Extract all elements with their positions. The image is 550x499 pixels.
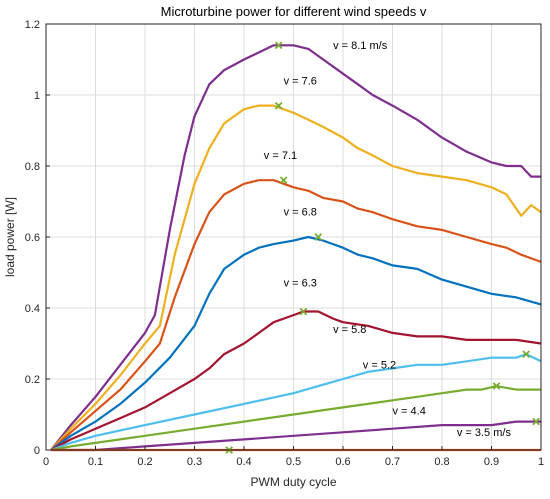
y-tick-label: 0.2 [25,374,40,386]
x-tick-label: 0.7 [385,456,400,468]
y-tick-label: 0.4 [25,303,40,315]
axis-ticks: 0 0.1 0.2 0.3 0.4 0.5 0.6 0.7 0.8 0.9 1 0 0.2 0.4 0.6 0… [25,19,544,468]
series-label-6: v = 5.2 [363,359,396,371]
series-line-0 [50,44,541,451]
optimum-marker-2 [279,176,288,185]
marker-stroke [532,417,540,426]
x-tick-label: 1 [538,456,544,468]
marker-stroke [492,382,501,390]
x-tick-label: 0.6 [335,456,350,468]
x-tick-label: 0.9 [484,456,499,468]
marker-stroke [274,41,283,50]
y-axis-label: load power [W] [3,197,17,277]
y-tick-label: 0.8 [25,161,40,173]
x-axis-label: PWM duty cycle [250,475,336,489]
series-line-4 [50,310,542,451]
optimum-markers [225,41,540,454]
x-tick-label: 0.4 [236,456,251,468]
series-line-7 [51,420,541,452]
series-line-5 [50,353,542,452]
optimum-marker-1 [274,101,283,110]
optimum-marker-6 [492,382,501,390]
series-line-3 [50,235,542,451]
chart-title: Microturbine power for different wind sp… [161,4,427,19]
x-tick-label: 0 [43,456,49,468]
series-labels: v = 8.1 m/s v = 7.6 v = 7.1 v = 6.8 v = 6.3 v… [264,40,512,439]
marker-stroke [299,307,308,316]
series-label-1: v = 7.6 [284,75,317,87]
y-tick-label: 1.2 [25,19,40,31]
series-label-7: v = 4.4 [393,406,426,418]
marker-stroke [314,233,323,241]
series-line-1 [50,104,542,451]
x-tick-label: 0.3 [187,456,202,468]
optimum-marker-3 [314,233,323,241]
optimum-marker-7 [532,417,540,426]
y-tick-label: 1 [34,90,40,102]
marker-stroke [274,101,283,110]
x-tick-label: 0.1 [88,456,103,468]
series-label-4: v = 6.3 [284,278,317,290]
optimum-marker-5 [522,350,530,358]
series-line-2 [50,179,542,451]
series-line-6 [50,385,541,452]
series-label-3: v = 6.8 [284,207,317,219]
x-tick-label: 0.2 [137,456,152,468]
optimum-marker-4 [299,307,308,316]
y-tick-label: 0 [34,445,40,457]
y-tick-label: 0.6 [25,232,40,244]
marker-stroke [522,350,530,358]
marker-stroke [279,176,288,185]
series-label-0: v = 8.1 m/s [333,40,388,52]
series-label-5: v = 5.8 [333,324,366,336]
optimum-marker-0 [274,41,283,50]
x-tick-label: 0.8 [434,456,449,468]
series-label-8: v = 3.5 m/s [457,427,512,439]
x-tick-label: 0.5 [286,456,301,468]
series-label-2: v = 7.1 [264,150,297,162]
